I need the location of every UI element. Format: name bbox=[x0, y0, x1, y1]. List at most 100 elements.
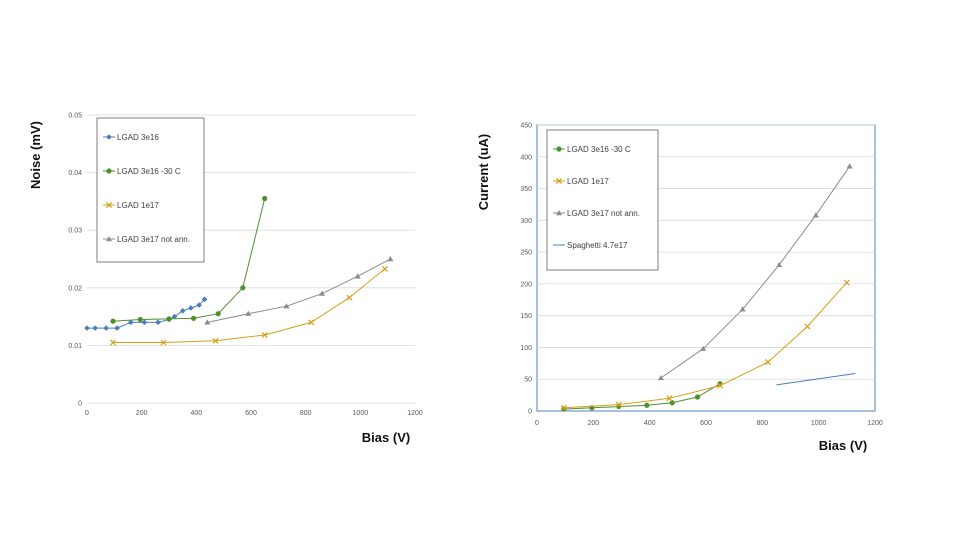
y-axis-title: Current (uA) bbox=[476, 134, 491, 211]
legend-marker bbox=[106, 134, 112, 140]
legend-entry-lgad-1e17: LGAD 1e17 bbox=[103, 201, 159, 210]
data-point bbox=[812, 212, 819, 218]
data-point bbox=[137, 316, 143, 323]
data-point bbox=[160, 339, 167, 346]
data-point bbox=[262, 195, 268, 202]
legend-entry-lgad-3e16-30-c: LGAD 3e16 -30 C bbox=[103, 167, 181, 176]
legend-entry-lgad-3e17-not-ann: LGAD 3e17 not ann. bbox=[103, 235, 190, 244]
y-tick-label: 0.01 bbox=[68, 343, 82, 350]
data-point-stroke-b bbox=[346, 294, 353, 301]
x-tick-label: 1000 bbox=[353, 410, 369, 417]
y-tick-label: 100 bbox=[520, 345, 532, 352]
data-point-stroke-b bbox=[308, 319, 315, 326]
series-line bbox=[776, 373, 856, 386]
x-axis-title: Bias (V) bbox=[362, 430, 410, 445]
y-tick-label: 350 bbox=[520, 186, 532, 193]
y-tick-label: 50 bbox=[524, 377, 532, 384]
data-point bbox=[240, 285, 246, 291]
data-point bbox=[717, 382, 724, 389]
data-point-stroke-b bbox=[764, 359, 771, 366]
x-tick-label: 1200 bbox=[407, 410, 423, 417]
data-point-stroke-b bbox=[212, 337, 219, 344]
data-point bbox=[261, 332, 268, 339]
data-point-stroke-b bbox=[804, 323, 811, 330]
y-tick-label: 150 bbox=[520, 313, 532, 320]
data-point bbox=[109, 339, 116, 346]
data-point bbox=[846, 163, 853, 169]
x-tick-label: 600 bbox=[700, 420, 712, 427]
x-tick-label: 600 bbox=[245, 410, 257, 417]
data-point bbox=[843, 279, 850, 286]
data-point bbox=[245, 310, 252, 316]
data-point bbox=[354, 273, 361, 279]
x-tick-label: 400 bbox=[190, 410, 202, 417]
series-lgad-3e17-not-ann bbox=[204, 256, 394, 325]
data-point bbox=[201, 296, 208, 303]
data-point bbox=[560, 404, 567, 411]
legend-label: LGAD 3e17 not ann. bbox=[567, 209, 640, 218]
legend-marker bbox=[106, 168, 112, 174]
noise-chart: 0 0.01 0.02 0.03 0.04 0.05 0 200 400 600 800 1000 12… bbox=[28, 113, 423, 446]
x-tick-label: 800 bbox=[300, 410, 312, 417]
data-point-stroke-b bbox=[560, 404, 567, 411]
x-tick-label: 0 bbox=[85, 410, 89, 417]
y-tick-label: 0.02 bbox=[68, 285, 82, 292]
series-line bbox=[660, 166, 851, 379]
legend-marker bbox=[105, 201, 113, 209]
x-tick-label: 0 bbox=[535, 420, 539, 427]
data-point bbox=[191, 315, 197, 321]
data-point bbox=[739, 306, 746, 312]
legend-marker bbox=[555, 177, 563, 185]
series-line bbox=[113, 268, 386, 343]
data-point bbox=[166, 316, 172, 322]
series-lgad-3e17-not-ann bbox=[657, 163, 853, 381]
data-point bbox=[188, 305, 194, 311]
data-point bbox=[196, 302, 202, 308]
x-tick-label: 1200 bbox=[867, 420, 883, 427]
data-point bbox=[212, 337, 219, 344]
legend-marker bbox=[556, 210, 562, 216]
data-point bbox=[387, 256, 394, 262]
data-point bbox=[381, 265, 388, 272]
data-point bbox=[615, 401, 622, 408]
y-tick-label: 0 bbox=[78, 401, 82, 408]
x-tick-label: 200 bbox=[136, 410, 148, 417]
legend-entry-lgad-3e16: LGAD 3e16 bbox=[103, 133, 159, 142]
legend: LGAD 3e16 LGAD 3e16 -30 C LGAD 1e17 LGAD 3e… bbox=[96, 117, 205, 263]
data-point bbox=[110, 318, 116, 324]
y-tick-label: 200 bbox=[520, 281, 532, 288]
legend-box bbox=[546, 129, 659, 271]
data-point bbox=[669, 400, 675, 406]
x-tick-label: 400 bbox=[644, 420, 656, 427]
data-point bbox=[171, 313, 178, 320]
series-line bbox=[563, 282, 848, 409]
legend-label: LGAD 3e16 bbox=[117, 133, 159, 142]
legend-label: Spaghetti 4.7e17 bbox=[567, 241, 628, 250]
legend-label: LGAD 3e16 -30 C bbox=[567, 145, 631, 154]
data-point bbox=[776, 261, 783, 268]
data-point bbox=[308, 319, 315, 326]
legend-entry-lgad-3e17-not-ann: LGAD 3e17 not ann. bbox=[553, 209, 640, 218]
series-lgad-1e17 bbox=[560, 279, 850, 411]
legend-label: LGAD 3e16 -30 C bbox=[117, 167, 181, 176]
data-point-stroke-b bbox=[717, 382, 724, 389]
legend-marker-stroke-b bbox=[555, 177, 563, 185]
legend-label: LGAD 1e17 bbox=[567, 177, 609, 186]
legend-marker bbox=[106, 236, 112, 242]
data-point-stroke-b bbox=[381, 265, 388, 272]
data-point bbox=[103, 325, 109, 331]
y-tick-label: 250 bbox=[520, 250, 532, 257]
y-tick-label: 450 bbox=[520, 123, 532, 130]
x-tick-label: 800 bbox=[756, 420, 768, 427]
data-point bbox=[346, 294, 353, 301]
series-spaghetti-4-7e17 bbox=[776, 373, 856, 386]
data-point-stroke-b bbox=[615, 401, 622, 408]
legend-marker-stroke-b bbox=[105, 201, 113, 209]
y-tick-label: 300 bbox=[520, 218, 532, 225]
data-point bbox=[204, 319, 211, 325]
y-tick-label: 400 bbox=[520, 154, 532, 161]
data-point bbox=[804, 323, 811, 330]
series-lgad-3e16 bbox=[84, 296, 208, 331]
data-point bbox=[179, 308, 186, 314]
